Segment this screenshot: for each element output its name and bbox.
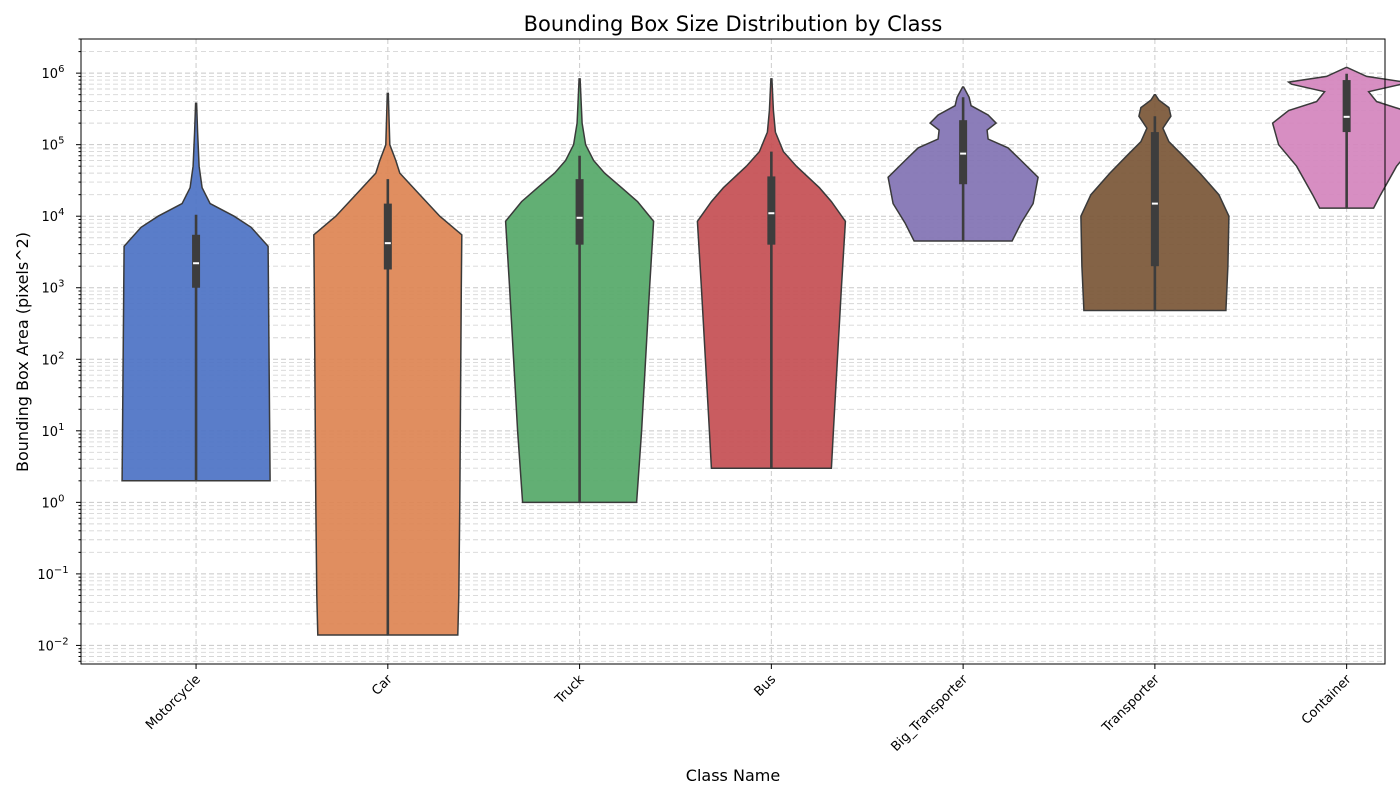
y-tick-label: 102	[42, 350, 65, 368]
violin-motorcycle	[121, 102, 271, 482]
y-tick-label: 100	[42, 493, 65, 511]
y-tick-label: 103	[42, 279, 65, 297]
plot-frame	[80, 38, 1386, 665]
iqr-box	[959, 120, 968, 185]
x-tick-label: Motorcycle	[143, 672, 204, 733]
median-marker	[1343, 115, 1350, 118]
median-marker	[193, 262, 200, 265]
iqr-box	[575, 179, 584, 245]
x-tick-label: Bus	[752, 672, 780, 700]
y-tick-label: 105	[42, 136, 65, 154]
iqr-box	[767, 176, 776, 245]
y-tick-label: 10−2	[37, 636, 68, 654]
iqr-box	[1342, 80, 1351, 133]
y-tick-label: 106	[42, 64, 65, 82]
y-axis-label: Bounding Box Area (pixels^2)	[13, 232, 32, 472]
x-tick-label: Car	[369, 672, 396, 699]
violins	[121, 66, 1400, 636]
x-tick-label: Truck	[552, 672, 588, 708]
y-axis: 10−2 10−1 100 101 102 103 104 105 106	[37, 38, 81, 662]
violin-car	[313, 92, 463, 636]
median-marker	[1151, 202, 1158, 205]
violin-bus	[696, 78, 847, 469]
x-axis: Motorcycle Car Truck Bus Big_Transporter Tran…	[143, 664, 1355, 755]
violin-body	[1271, 66, 1400, 209]
iqr-box	[1150, 132, 1159, 267]
median-marker	[768, 212, 775, 215]
iqr-box	[383, 203, 392, 270]
median-marker	[384, 242, 391, 245]
median-marker	[960, 152, 967, 155]
y-tick-label: 104	[42, 207, 65, 225]
y-tick-label: 101	[42, 422, 65, 440]
y-tick-label: 10−1	[37, 565, 68, 583]
median-marker	[576, 216, 583, 219]
violin-truck	[504, 78, 655, 504]
x-tick-label: Transporter	[1099, 672, 1163, 736]
x-axis-label: Class Name	[686, 766, 780, 785]
violin-container	[1271, 66, 1400, 209]
iqr-box	[192, 234, 201, 288]
chart-title: Bounding Box Size Distribution by Class	[524, 12, 943, 36]
x-tick-label: Container	[1299, 672, 1355, 728]
violin-transporter	[1080, 93, 1230, 312]
violin-big-transporter	[887, 86, 1039, 242]
x-tick-label: Big_Transporter	[888, 672, 971, 755]
